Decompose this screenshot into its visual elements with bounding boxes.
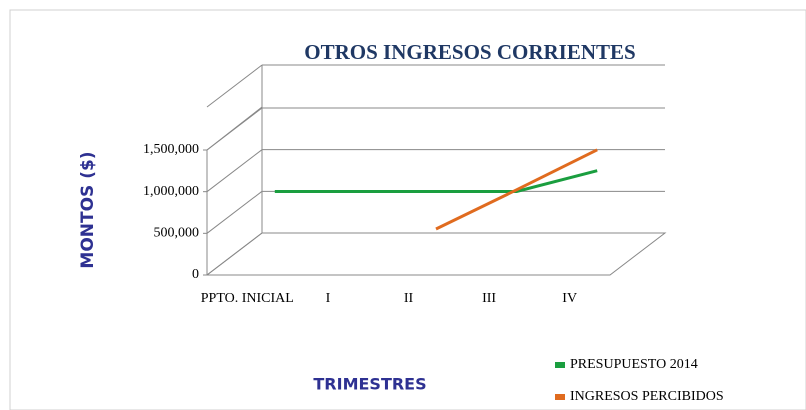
legend-swatch xyxy=(555,362,565,368)
x-tick-label: III xyxy=(482,291,496,306)
back-wall-top xyxy=(206,64,263,108)
chart-frame xyxy=(9,9,806,410)
legend-swatch xyxy=(555,394,565,400)
grid-line xyxy=(206,107,263,151)
legend-label: PRESUPUESTO 2014 xyxy=(570,357,698,372)
x-axis-title: TRIMESTRES xyxy=(313,375,426,394)
chart-title: OTROS INGRESOS CORRIENTES xyxy=(304,40,635,64)
x-tick-label: II xyxy=(404,291,414,306)
x-tick-label: I xyxy=(326,291,331,306)
y-tick-label: 0 xyxy=(192,267,199,282)
grid-line xyxy=(206,149,263,193)
x-tick-label: PPTO. INICIAL xyxy=(201,291,294,306)
series-line xyxy=(274,169,598,193)
legend-label: INGRESOS PERCIBIDOS xyxy=(570,389,724,404)
y-tick-label: 500,000 xyxy=(154,226,200,241)
x-tick-label: IV xyxy=(562,291,577,306)
y-tick-label: 1,500,000 xyxy=(143,142,199,157)
grid-line xyxy=(206,232,263,276)
grid-line xyxy=(206,190,263,234)
y-axis-title: MONTOS ($) xyxy=(78,151,98,268)
y-tick-label: 1,000,000 xyxy=(143,184,199,199)
series-line xyxy=(435,148,598,231)
